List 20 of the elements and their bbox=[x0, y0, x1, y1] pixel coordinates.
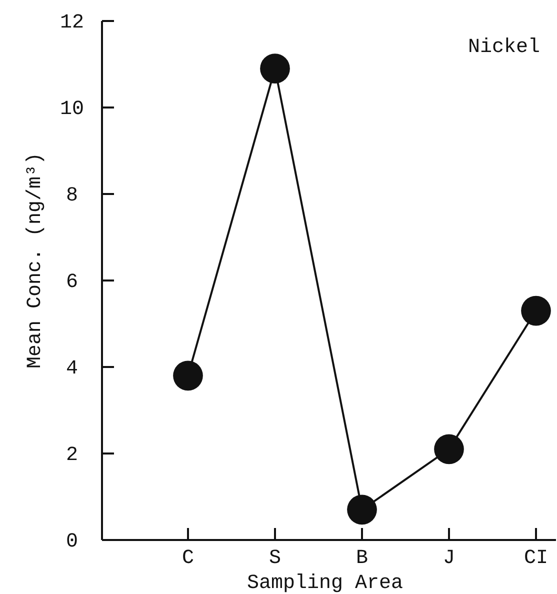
x-tick-label: S bbox=[268, 547, 282, 570]
x-tick-label: C bbox=[182, 547, 194, 570]
point bbox=[347, 494, 377, 525]
x-axis-title: Sampling Area bbox=[246, 572, 404, 594]
y-axis-title: Mean Conc. (ng/m³) bbox=[24, 152, 47, 369]
point bbox=[260, 54, 290, 84]
text: Nickel bbox=[468, 36, 540, 59]
x-tick-label: CI bbox=[524, 547, 548, 570]
y-tick-label: 4 bbox=[66, 357, 78, 380]
y-tick-label: 12 bbox=[60, 11, 84, 34]
y-tick-label: 8 bbox=[66, 184, 78, 208]
y-tick-label: 10 bbox=[60, 98, 84, 121]
y-tick-label: 0 bbox=[66, 530, 78, 554]
x-tick-label: B bbox=[356, 547, 368, 570]
point bbox=[173, 360, 203, 391]
y-tick-label: 2 bbox=[66, 444, 78, 467]
y-tick-label: 6 bbox=[66, 270, 78, 294]
point bbox=[521, 296, 551, 326]
x-tick-label: J bbox=[442, 547, 456, 570]
point bbox=[434, 434, 464, 464]
